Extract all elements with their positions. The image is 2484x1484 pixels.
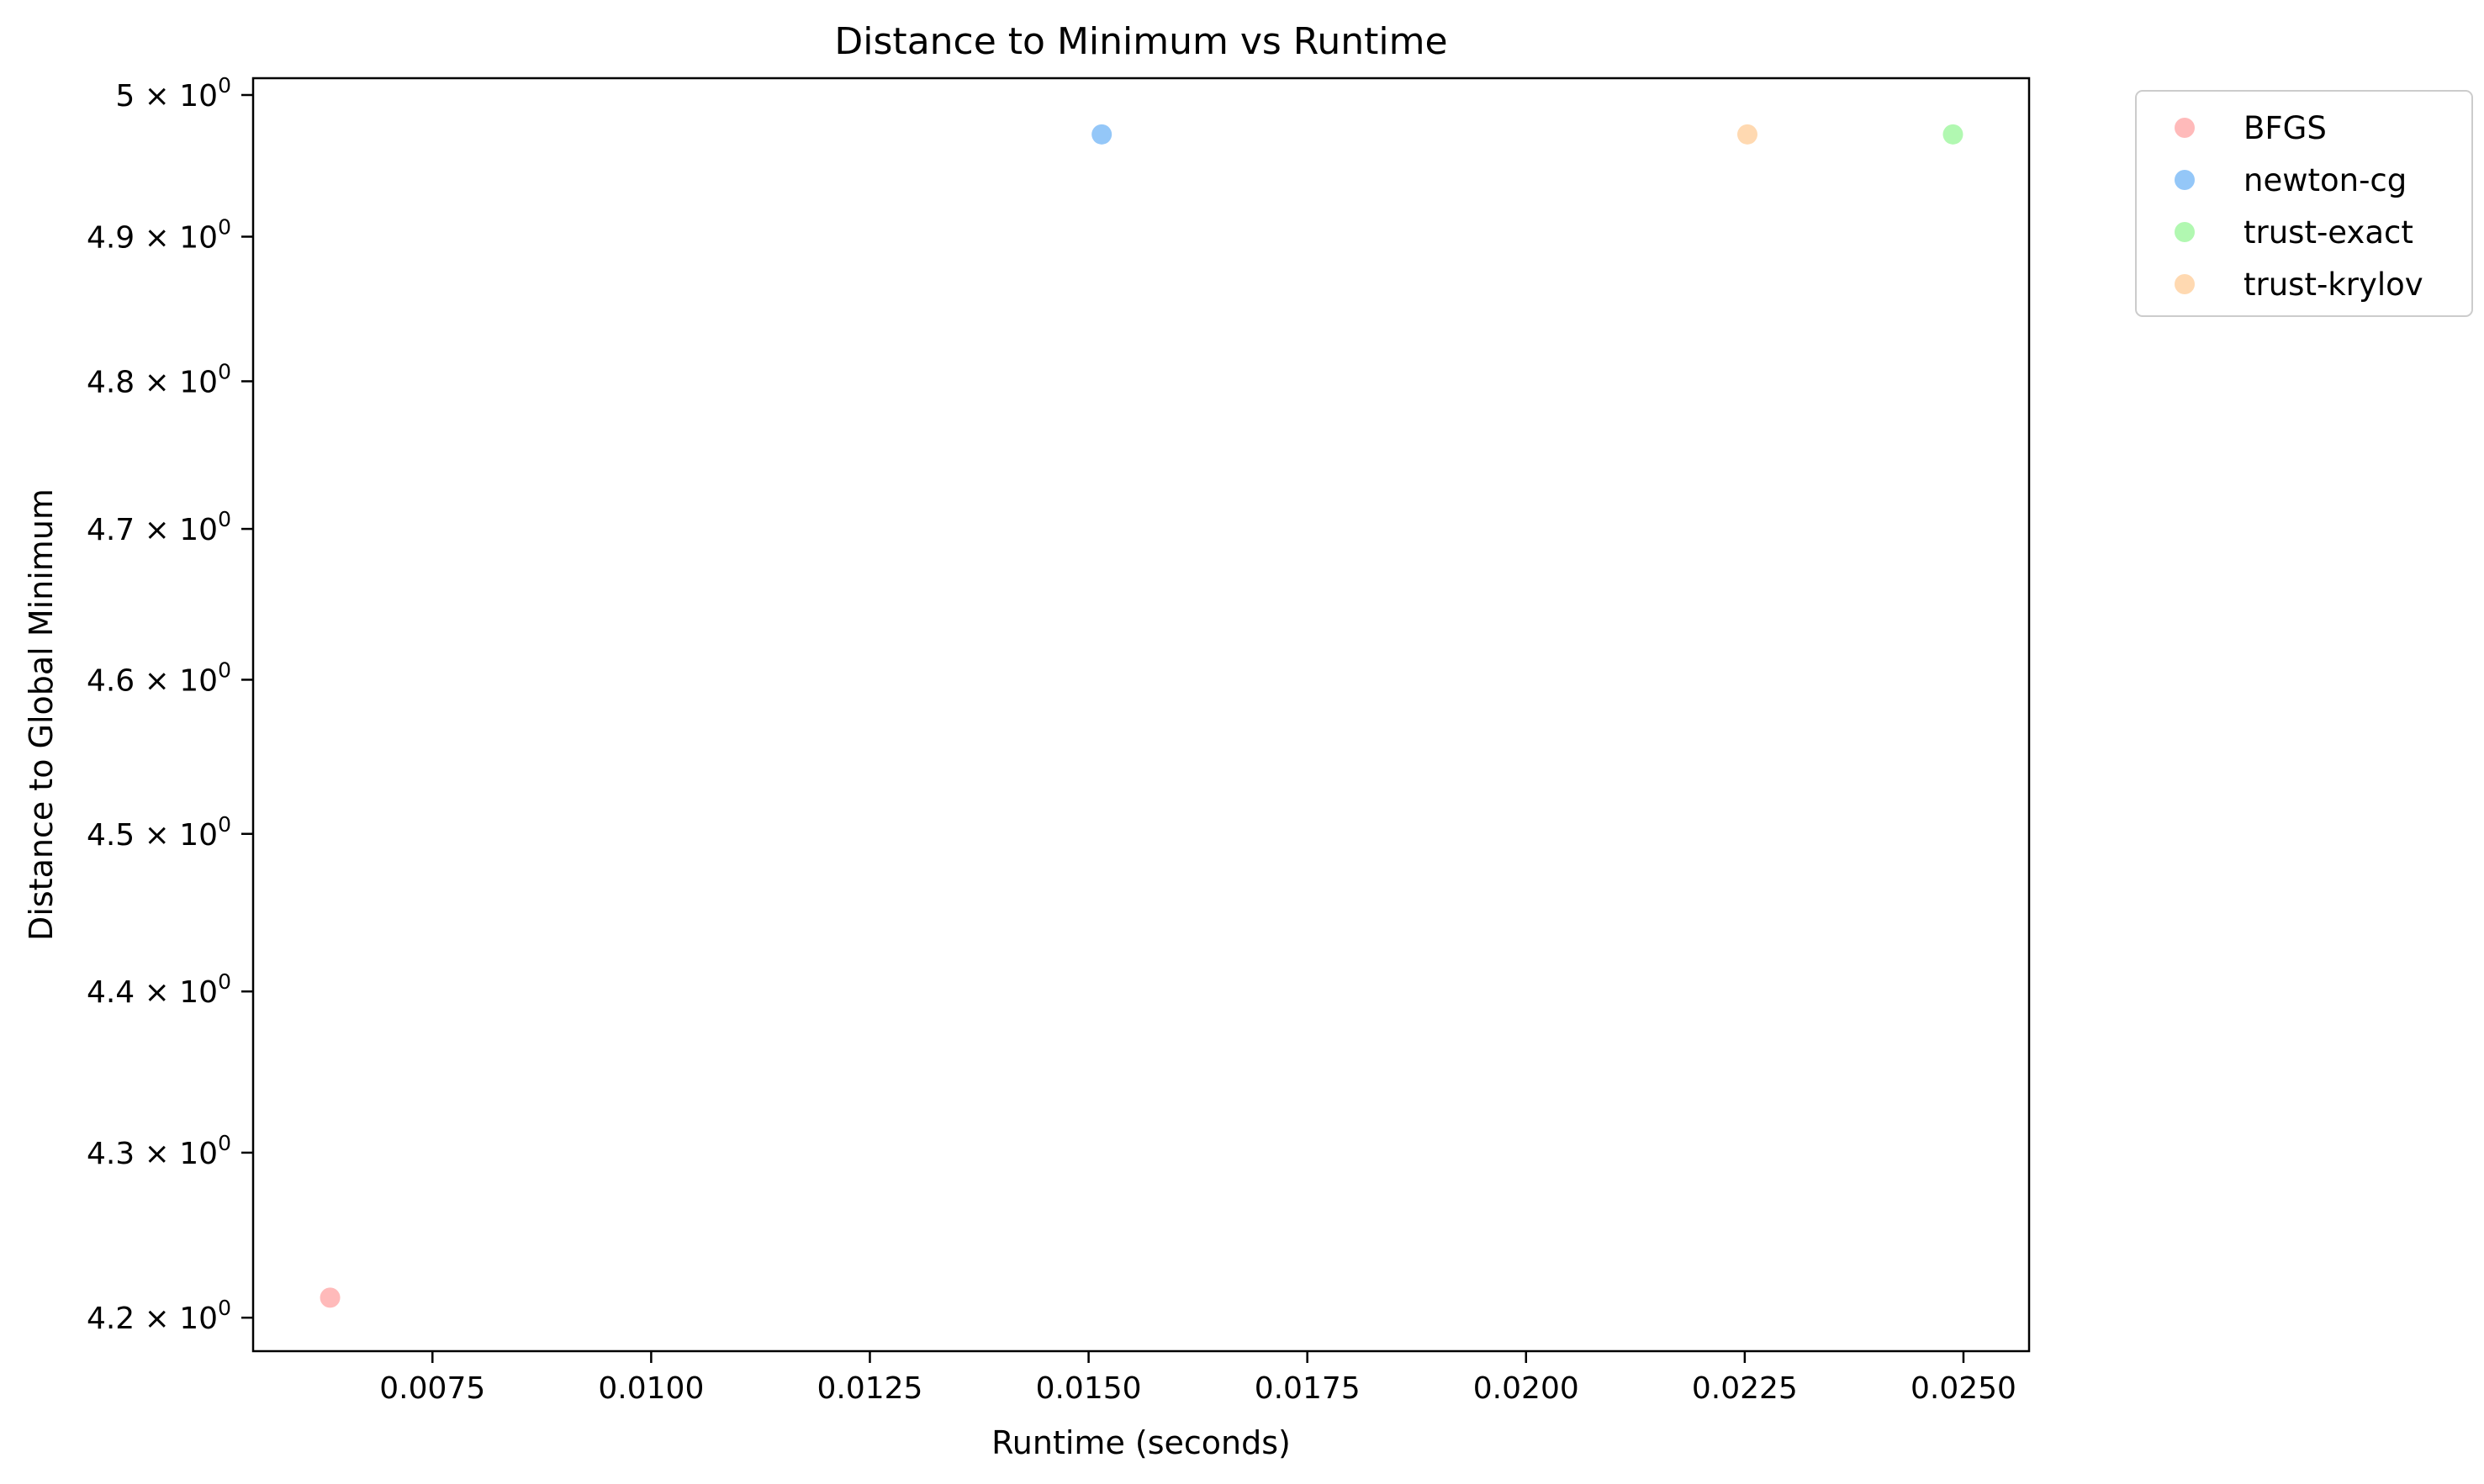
y-tick-label: 4.2 × 100	[87, 1296, 231, 1336]
legend-label: BFGS	[2244, 110, 2327, 146]
y-tick-exponent: 0	[218, 658, 231, 682]
y-tick-times: ×	[135, 79, 179, 114]
legend-label: trust-exact	[2244, 214, 2413, 251]
y-tick-label: 4.7 × 100	[87, 507, 231, 547]
x-axis: 0.0075 0.0100 0.0125 0.0150 0.0175 0.0200 0.02…	[379, 1351, 2016, 1406]
chart-title: Distance to Minimum vs Runtime	[834, 20, 1447, 63]
y-tick-base: 10	[179, 818, 218, 853]
x-tick-label: 0.0100	[598, 1371, 704, 1406]
y-tick-mantissa: 4.2	[87, 1302, 135, 1336]
y-tick-mantissa: 4.8	[87, 365, 135, 399]
y-tick-mantissa: 4.4	[87, 975, 135, 1010]
point-BFGS	[320, 1287, 341, 1308]
y-tick-mantissa: 4.9	[87, 220, 135, 255]
points-layer	[320, 124, 1963, 1308]
x-tick-label: 0.0200	[1473, 1371, 1579, 1406]
x-tick-label: 0.0225	[1692, 1371, 1798, 1406]
y-tick-exponent: 0	[218, 1296, 231, 1320]
y-tick-base: 10	[179, 220, 218, 255]
legend-box	[2135, 90, 2473, 317]
y-tick-times: ×	[135, 1137, 179, 1171]
legend-marker	[2175, 274, 2195, 294]
y-tick-label: 4.6 × 100	[87, 658, 231, 698]
y-tick-exponent: 0	[218, 1131, 231, 1155]
legend-label: newton-cg	[2244, 162, 2407, 198]
x-axis-label: Runtime (seconds)	[991, 1424, 1291, 1461]
y-tick-mantissa: 4.3	[87, 1137, 135, 1171]
y-tick-times: ×	[135, 513, 179, 547]
x-tick-label: 0.0075	[379, 1371, 485, 1406]
y-tick-times: ×	[135, 1302, 179, 1336]
point-trust-exact	[1942, 124, 1963, 145]
point-trust-krylov	[1736, 124, 1757, 145]
y-tick-exponent: 0	[218, 507, 231, 531]
y-tick-times: ×	[135, 818, 179, 853]
y-tick-base: 10	[179, 1302, 218, 1336]
y-tick-exponent: 0	[218, 214, 231, 239]
y-tick-base: 10	[179, 513, 218, 547]
legend-marker	[2175, 222, 2195, 242]
y-tick-base: 10	[179, 1137, 218, 1171]
y-tick-label: 4.8 × 100	[87, 359, 231, 399]
x-tick-label: 0.0250	[1911, 1371, 2016, 1406]
y-tick-mantissa: 4.7	[87, 513, 135, 547]
y-tick-times: ×	[135, 975, 179, 1010]
y-tick-exponent: 0	[218, 73, 231, 98]
y-tick-exponent: 0	[218, 359, 231, 383]
y-tick-exponent: 0	[218, 812, 231, 837]
y-tick-label: 4.3 × 100	[87, 1131, 231, 1171]
y-tick-mantissa: 5	[115, 79, 135, 114]
y-tick-base: 10	[179, 365, 218, 399]
y-tick-label: 4.4 × 100	[87, 969, 231, 1010]
y-tick-times: ×	[135, 365, 179, 399]
x-tick-label: 0.0125	[817, 1371, 922, 1406]
y-tick-times: ×	[135, 220, 179, 255]
y-axis-label: Distance to Global Minimum	[23, 489, 60, 941]
y-tick-label: 4.5 × 100	[87, 812, 231, 853]
y-tick-mantissa: 4.6	[87, 663, 135, 698]
legend-label: trust-krylov	[2244, 267, 2423, 303]
y-tick-exponent: 0	[218, 969, 231, 994]
y-tick-base: 10	[179, 79, 218, 114]
y-tick-base: 10	[179, 975, 218, 1010]
y-tick-mantissa: 4.5	[87, 818, 135, 853]
legend-marker	[2175, 170, 2195, 190]
plot-frame	[251, 77, 2031, 1353]
y-tick-label: 5 × 100	[115, 73, 231, 114]
x-tick-label: 0.0175	[1255, 1371, 1361, 1406]
legend: BFGS newton-cg trust-exact trust-krylov	[2135, 90, 2473, 317]
y-tick-base: 10	[179, 663, 218, 698]
y-tick-label: 4.9 × 100	[87, 214, 231, 255]
y-tick-times: ×	[135, 663, 179, 698]
x-tick-label: 0.0150	[1036, 1371, 1142, 1406]
legend-marker	[2175, 118, 2195, 138]
point-newton-cg	[1091, 124, 1113, 145]
